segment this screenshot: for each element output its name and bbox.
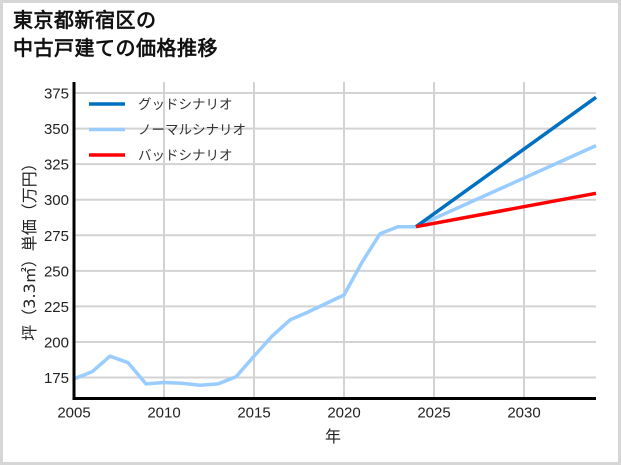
chart-title-line1: 東京都新宿区の bbox=[13, 8, 157, 32]
series-line bbox=[415, 191, 597, 229]
y-axis-label: 坪（3.3㎡）単価（万円） bbox=[20, 155, 39, 340]
x-tick-label: 2005 bbox=[57, 405, 90, 422]
chart-title: 東京都新宿区の 中古戸建ての価格推移 bbox=[13, 6, 218, 62]
axes bbox=[72, 82, 596, 400]
y-tick-label: 325 bbox=[44, 157, 69, 174]
legend-label: グッドシナリオ bbox=[138, 97, 233, 113]
y-tick-label: 375 bbox=[44, 86, 69, 103]
y-tick-label: 275 bbox=[44, 228, 69, 245]
data-series bbox=[73, 95, 598, 388]
x-tick-label: 2010 bbox=[147, 405, 180, 422]
legend-label: ノーマルシナリオ bbox=[138, 123, 246, 139]
x-tick-label: 2025 bbox=[417, 405, 450, 422]
x-axis-label: 年 bbox=[325, 427, 341, 446]
legend-label: バッドシナリオ bbox=[138, 148, 233, 164]
x-tick-label: 2020 bbox=[327, 405, 360, 422]
y-tick-label: 175 bbox=[44, 370, 69, 387]
y-tick-label: 300 bbox=[44, 192, 69, 209]
x-tick-labels: 2005 2010 2015 2020 2025 2030 bbox=[57, 405, 540, 422]
series-line bbox=[73, 224, 416, 388]
y-tick-label: 225 bbox=[44, 299, 69, 316]
y-tick-label: 200 bbox=[44, 334, 69, 351]
y-tick-labels: 175 200 225 250 275 300 325 350 375 bbox=[44, 86, 69, 388]
y-tick-label: 350 bbox=[44, 121, 69, 138]
series-line bbox=[415, 144, 597, 229]
series-line bbox=[414, 95, 598, 229]
y-tick-label: 250 bbox=[44, 263, 69, 280]
chart-title-line2: 中古戸建ての価格推移 bbox=[13, 36, 218, 60]
x-tick-label: 2015 bbox=[237, 405, 270, 422]
x-tick-label: 2030 bbox=[507, 405, 540, 422]
gridlines bbox=[74, 82, 596, 399]
